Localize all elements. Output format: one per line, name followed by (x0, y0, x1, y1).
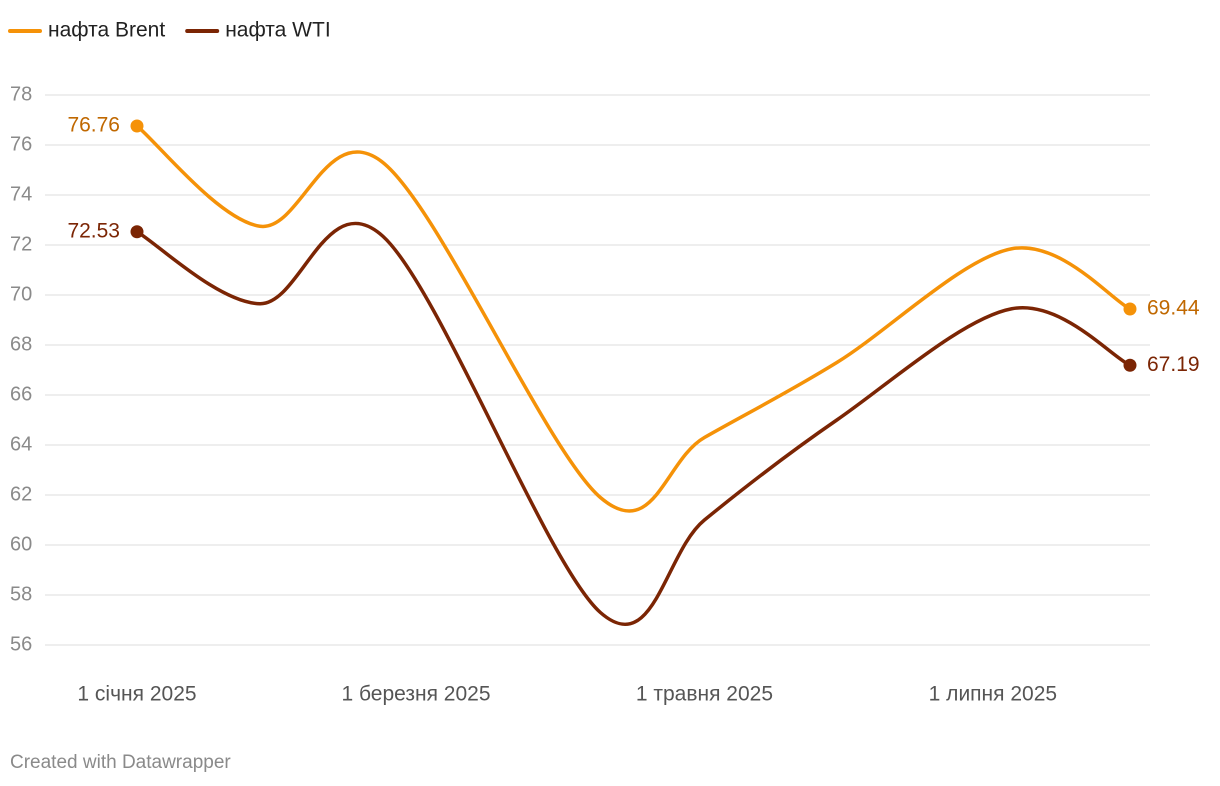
legend-label: нафта WTI (225, 19, 330, 42)
y-tick-label: 68 (10, 333, 32, 355)
y-tick-label: 64 (10, 433, 32, 455)
y-tick-label: 76 (10, 133, 32, 155)
y-tick-label: 66 (10, 383, 32, 405)
end-dot (130, 225, 144, 239)
value-label: 67.19 (1147, 353, 1200, 376)
y-tick-label: 74 (10, 183, 32, 205)
series-line (135, 124, 1131, 513)
value-label: 72.53 (67, 219, 120, 242)
end-dot (1123, 302, 1137, 316)
series-line (136, 221, 1131, 627)
footer: Created with Datawrapper (10, 752, 231, 773)
x-tick-label: 1 січня 2025 (77, 683, 196, 706)
value-label: 76.76 (67, 114, 120, 137)
y-tick-label: 56 (10, 633, 32, 655)
value-label: 69.44 (1147, 297, 1200, 320)
end-dot (130, 119, 144, 133)
legend-label: нафта Brent (48, 19, 165, 42)
y-tick-label: 60 (10, 533, 32, 555)
end-dot (1123, 358, 1137, 372)
y-tick-label: 70 (10, 283, 32, 305)
x-tick-label: 1 березня 2025 (341, 683, 490, 706)
y-tick-label: 62 (10, 483, 32, 505)
x-tick-label: 1 липня 2025 (929, 683, 1057, 706)
x-tick-label: 1 травня 2025 (636, 683, 773, 706)
y-tick-label: 58 (10, 583, 32, 605)
y-tick-label: 78 (10, 83, 32, 105)
y-tick-label: 72 (10, 233, 32, 255)
